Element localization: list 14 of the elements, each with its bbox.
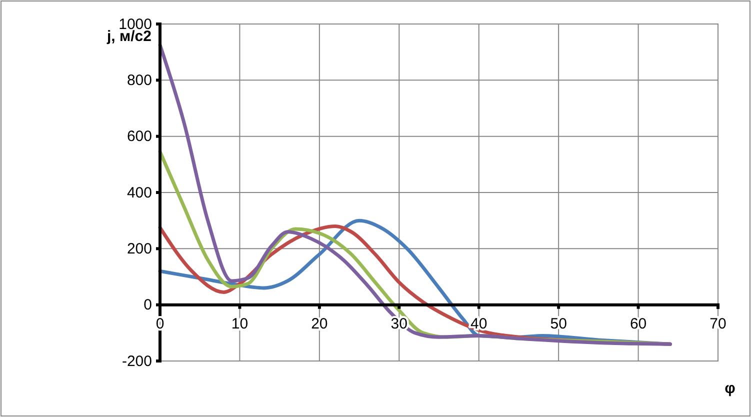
x-axis-title: φ	[724, 380, 736, 397]
y-tick-label: 400	[126, 184, 152, 202]
x-tick-label: 70	[710, 315, 726, 332]
y-tick-label: -200	[122, 352, 152, 370]
x-tick-label: 60	[630, 315, 647, 332]
x-tick-label: 20	[311, 315, 328, 332]
x-tick-label: 10	[231, 315, 248, 332]
x-tick-label: 50	[550, 315, 567, 332]
y-tick-label: 200	[126, 240, 152, 258]
x-tick-label: 40	[470, 315, 488, 332]
y-tick-label: 800	[126, 72, 152, 89]
y-tick-label: 600	[126, 128, 152, 146]
y-tick-label: 0	[144, 296, 152, 314]
line-series	[158, 43, 672, 346]
